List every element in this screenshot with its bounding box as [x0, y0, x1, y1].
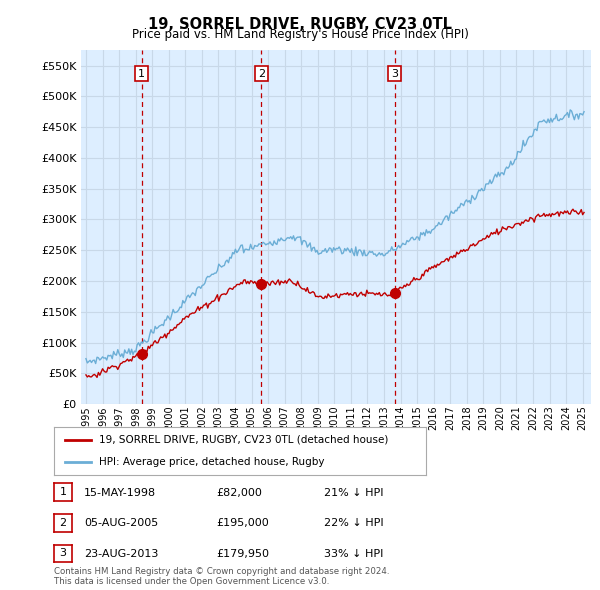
- Text: 05-AUG-2005: 05-AUG-2005: [84, 519, 158, 528]
- Text: 21% ↓ HPI: 21% ↓ HPI: [324, 488, 383, 497]
- Text: £179,950: £179,950: [216, 549, 269, 559]
- Text: 1: 1: [138, 68, 145, 78]
- Text: 15-MAY-1998: 15-MAY-1998: [84, 488, 156, 497]
- Text: 2: 2: [59, 518, 67, 527]
- Text: Price paid vs. HM Land Registry's House Price Index (HPI): Price paid vs. HM Land Registry's House …: [131, 28, 469, 41]
- Text: HPI: Average price, detached house, Rugby: HPI: Average price, detached house, Rugb…: [98, 457, 324, 467]
- Text: 33% ↓ HPI: 33% ↓ HPI: [324, 549, 383, 559]
- Text: 23-AUG-2013: 23-AUG-2013: [84, 549, 158, 559]
- Text: £195,000: £195,000: [216, 519, 269, 528]
- Text: 3: 3: [391, 68, 398, 78]
- Text: Contains HM Land Registry data © Crown copyright and database right 2024.
This d: Contains HM Land Registry data © Crown c…: [54, 567, 389, 586]
- Text: 19, SORREL DRIVE, RUGBY, CV23 0TL: 19, SORREL DRIVE, RUGBY, CV23 0TL: [148, 17, 452, 31]
- Text: £82,000: £82,000: [216, 488, 262, 497]
- Text: 1: 1: [59, 487, 67, 497]
- Text: 2: 2: [258, 68, 265, 78]
- Text: 19, SORREL DRIVE, RUGBY, CV23 0TL (detached house): 19, SORREL DRIVE, RUGBY, CV23 0TL (detac…: [98, 435, 388, 445]
- Text: 3: 3: [59, 549, 67, 558]
- Text: 22% ↓ HPI: 22% ↓ HPI: [324, 519, 383, 528]
